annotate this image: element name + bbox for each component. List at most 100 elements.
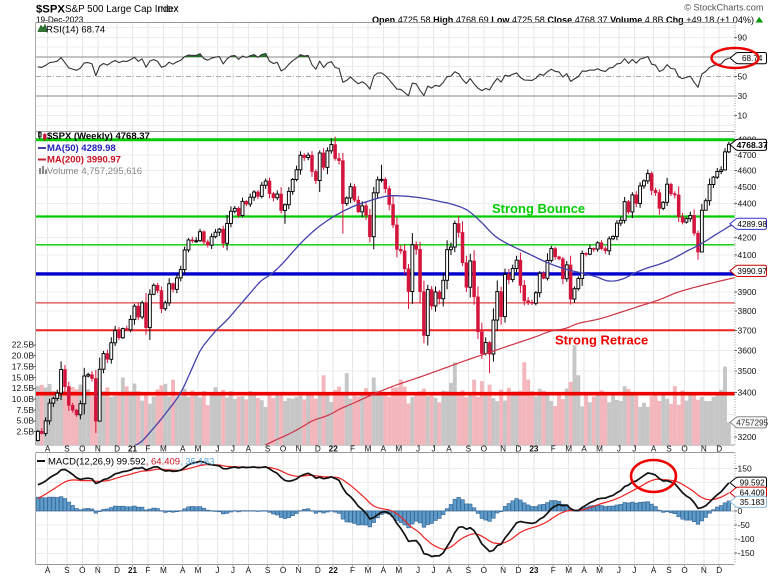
svg-text:12.5B: 12.5B (12, 383, 35, 393)
svg-text:J: J (416, 566, 420, 575)
svg-text:D: D (114, 445, 120, 454)
svg-text:Strong Bounce: Strong Bounce (492, 201, 585, 216)
svg-text:A: A (45, 566, 51, 575)
svg-text:4768.37: 4768.37 (737, 140, 768, 150)
svg-text:3600: 3600 (738, 346, 757, 356)
svg-text:23: 23 (529, 566, 539, 575)
svg-text:S: S (64, 566, 70, 575)
svg-text:3800: 3800 (738, 306, 757, 316)
svg-text:10: 10 (738, 111, 748, 121)
svg-text:5.0B: 5.0B (17, 416, 35, 426)
svg-text:S: S (466, 566, 472, 575)
svg-text:19-Dec-2023: 19-Dec-2023 (36, 16, 84, 25)
svg-text:21: 21 (128, 566, 138, 575)
svg-text:3500: 3500 (738, 366, 757, 376)
svg-text:O: O (280, 566, 286, 575)
svg-text:A: A (446, 566, 452, 575)
svg-text:A: A (180, 566, 186, 575)
svg-text:3200: 3200 (738, 432, 757, 442)
svg-text:N: N (296, 445, 302, 454)
svg-text:3990.97: 3990.97 (737, 267, 767, 276)
svg-text:22: 22 (329, 566, 339, 575)
svg-text:F: F (551, 566, 556, 575)
svg-text:J: J (215, 566, 219, 575)
svg-text:J: J (231, 445, 235, 454)
svg-text:F: F (350, 445, 355, 454)
svg-text:M: M (395, 445, 402, 454)
svg-text:-100: -100 (738, 534, 755, 544)
svg-text:S: S (666, 445, 672, 454)
svg-text:D: D (716, 566, 722, 575)
svg-text:J: J (432, 566, 436, 575)
svg-text:J: J (215, 445, 219, 454)
svg-text:MA(200) 3990.97: MA(200) 3990.97 (47, 155, 121, 166)
svg-text:O: O (681, 445, 687, 454)
svg-text:$SPX (Weekly) 4768.37: $SPX (Weekly) 4768.37 (47, 131, 150, 142)
svg-text:N: N (95, 445, 101, 454)
svg-text:N: N (500, 566, 506, 575)
svg-text:O: O (79, 566, 85, 575)
svg-text:M: M (365, 566, 372, 575)
svg-text:3700: 3700 (738, 325, 757, 335)
svg-text:A: A (381, 445, 387, 454)
svg-text:30: 30 (738, 91, 748, 101)
svg-text:7.5B: 7.5B (17, 405, 35, 415)
svg-text:J: J (632, 566, 636, 575)
svg-text:4100: 4100 (738, 250, 757, 260)
svg-text:N: N (500, 445, 506, 454)
svg-text:Volume 4,757,295,616: Volume 4,757,295,616 (47, 166, 142, 177)
svg-text:N: N (701, 445, 707, 454)
svg-text:4600: 4600 (738, 166, 757, 176)
svg-text:© StockCharts.com: © StockCharts.com (684, 3, 764, 13)
svg-text:Strong Retrace: Strong Retrace (555, 333, 648, 348)
svg-text:M: M (365, 445, 372, 454)
svg-text:D: D (315, 445, 321, 454)
svg-text:A: A (446, 445, 452, 454)
svg-text:99.592: 99.592 (740, 479, 765, 488)
svg-text:J: J (617, 566, 621, 575)
svg-text:M: M (565, 445, 572, 454)
svg-text:21: 21 (128, 445, 138, 454)
svg-text:A: A (581, 566, 587, 575)
svg-text:M: M (160, 445, 167, 454)
svg-text:150: 150 (738, 464, 752, 474)
svg-text:S: S (265, 445, 271, 454)
svg-text:M: M (395, 566, 402, 575)
svg-text:J: J (432, 445, 436, 454)
svg-text:4500: 4500 (738, 182, 757, 192)
svg-text:F: F (350, 566, 355, 575)
svg-text:MA(50) 4289.98: MA(50) 4289.98 (47, 143, 116, 154)
svg-text:M: M (195, 445, 202, 454)
svg-text:4200: 4200 (738, 232, 757, 242)
svg-text:O: O (280, 445, 286, 454)
svg-text:35.183: 35.183 (740, 498, 765, 507)
svg-text:MACD(12,26,9) 99.592, 64.409,: MACD(12,26,9) 99.592, 64.409, 35.183 (48, 457, 214, 468)
svg-text:M: M (596, 566, 603, 575)
svg-text:M: M (160, 566, 167, 575)
svg-text:N: N (701, 566, 707, 575)
svg-text:68.74: 68.74 (742, 54, 763, 63)
svg-text:D: D (516, 566, 522, 575)
svg-text:A: A (180, 445, 186, 454)
svg-text:M: M (596, 445, 603, 454)
svg-text:2.5B: 2.5B (17, 427, 35, 437)
svg-text:A: A (651, 445, 657, 454)
svg-text:17.5B: 17.5B (12, 361, 35, 371)
svg-text:A: A (581, 445, 587, 454)
svg-text:A: A (651, 566, 657, 575)
svg-text:90: 90 (738, 33, 748, 43)
svg-text:J: J (632, 445, 636, 454)
svg-text:M: M (195, 566, 202, 575)
svg-text:J: J (231, 566, 235, 575)
svg-text:A: A (381, 566, 387, 575)
svg-text:3900: 3900 (738, 287, 757, 297)
svg-text:S: S (265, 566, 271, 575)
svg-text:4289.98: 4289.98 (737, 220, 767, 229)
svg-text:S: S (466, 445, 472, 454)
svg-text:4400: 4400 (738, 198, 757, 208)
svg-text:O: O (481, 566, 487, 575)
svg-text:10.0B: 10.0B (12, 394, 35, 404)
svg-text:N: N (296, 566, 302, 575)
svg-text:D: D (516, 445, 522, 454)
svg-text:D: D (114, 566, 120, 575)
